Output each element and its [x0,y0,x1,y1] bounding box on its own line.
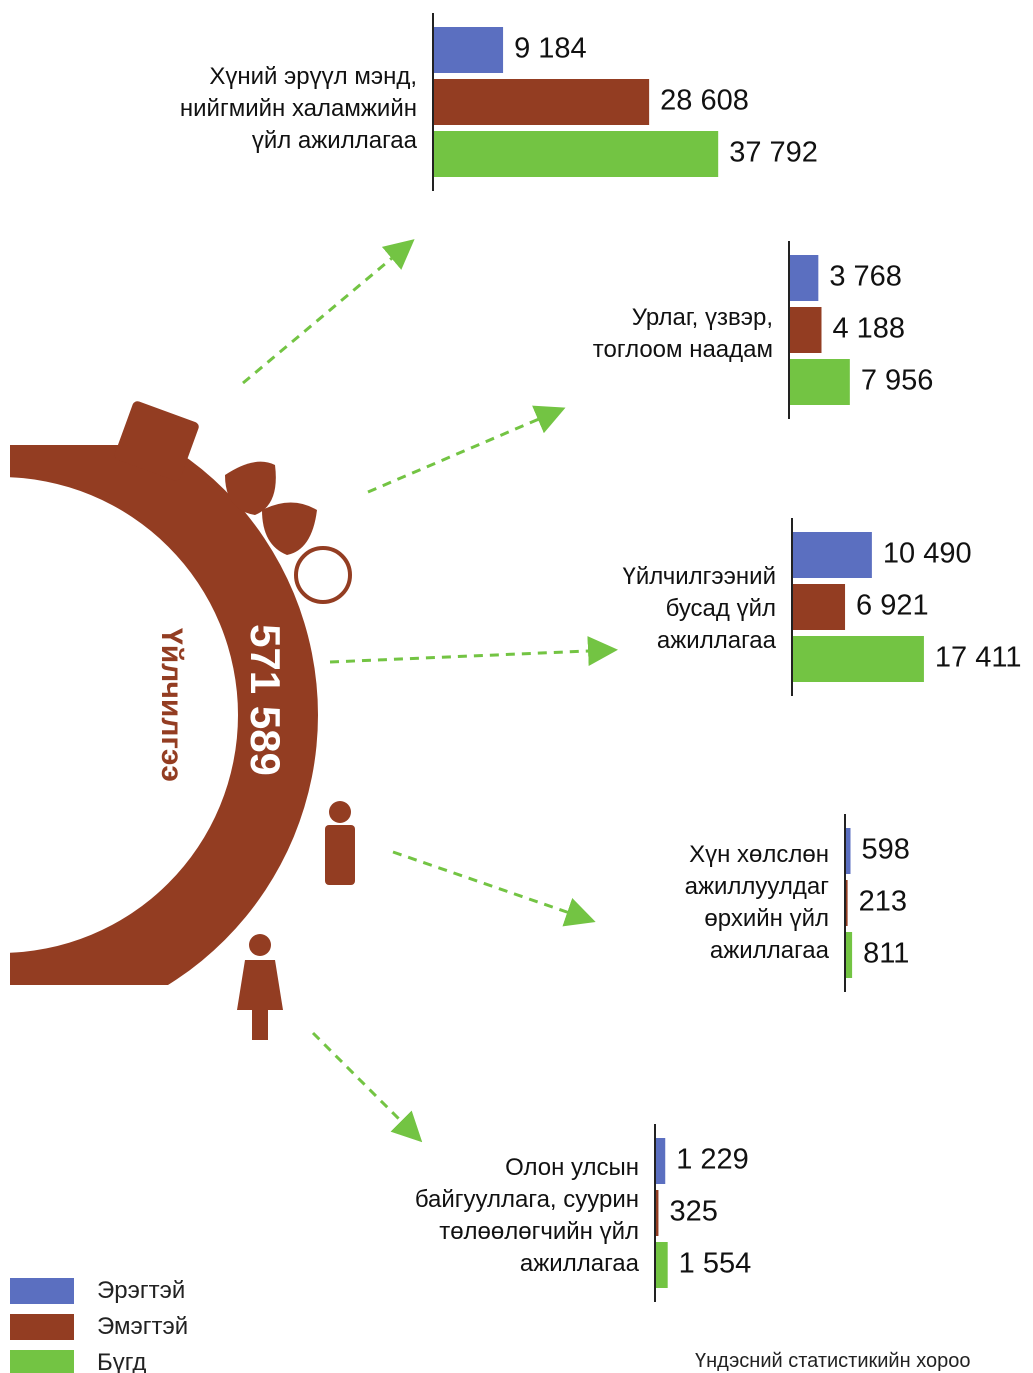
category-label: Олон улсын байгууллага, суурин төлөөлөгч… [414,1154,639,1277]
icons [114,401,355,1040]
value-label: 7 956 [861,365,934,397]
bar [846,828,851,874]
bar [656,1138,666,1184]
legend-label: Бүгд [97,1349,147,1373]
value-label: 325 [669,1196,717,1228]
arrows [242,239,618,1143]
bar [434,131,719,177]
value-label: 28 608 [660,85,749,117]
value-label: 4 188 [832,313,905,345]
legend-label: Эрэгтэй [97,1277,186,1304]
bar [790,307,822,353]
category-label: Урлаг, үзвэр, тоглоом наадам [592,304,773,363]
value-label: 37 792 [729,137,818,169]
value-label: 213 [859,886,907,918]
total: 571 589 [242,624,289,776]
value-label: 9 184 [514,33,587,65]
bar [793,584,846,630]
bar [846,932,853,978]
legend-label: Эмэгтэй [97,1313,189,1340]
bar [656,1190,659,1236]
sector-label: Үйлчилгээ [155,628,188,782]
category-label: Хүн хөлслөн ажиллуулдаг өрхийн үйл ажилл… [684,841,829,964]
bar [790,255,819,301]
bar [790,359,850,405]
value-label: 598 [861,834,909,866]
value-label: 17 411 [935,642,1022,674]
bar [793,636,924,682]
source: Үндэсний статистикийн хороо [695,1350,971,1372]
bar [434,27,504,73]
bar [793,532,872,578]
bar [656,1242,668,1288]
value-label: 3 768 [829,261,902,293]
bar [846,880,848,926]
value-label: 10 490 [883,538,972,570]
category-label: Хүний эрүүл мэнд, нийгмийн халамжийн үйл… [179,63,417,154]
bar [434,79,650,125]
ring [10,445,318,985]
value-label: 811 [863,938,909,970]
value-label: 6 921 [856,590,929,622]
legend-swatch [10,1278,74,1304]
category-label: Үйлчилгээний бусад үйл ажиллагаа [622,563,776,654]
legend-swatch [10,1350,74,1373]
legend-swatch [10,1314,74,1340]
value-label: 1 554 [679,1248,752,1280]
value-label: 1 229 [676,1144,749,1176]
